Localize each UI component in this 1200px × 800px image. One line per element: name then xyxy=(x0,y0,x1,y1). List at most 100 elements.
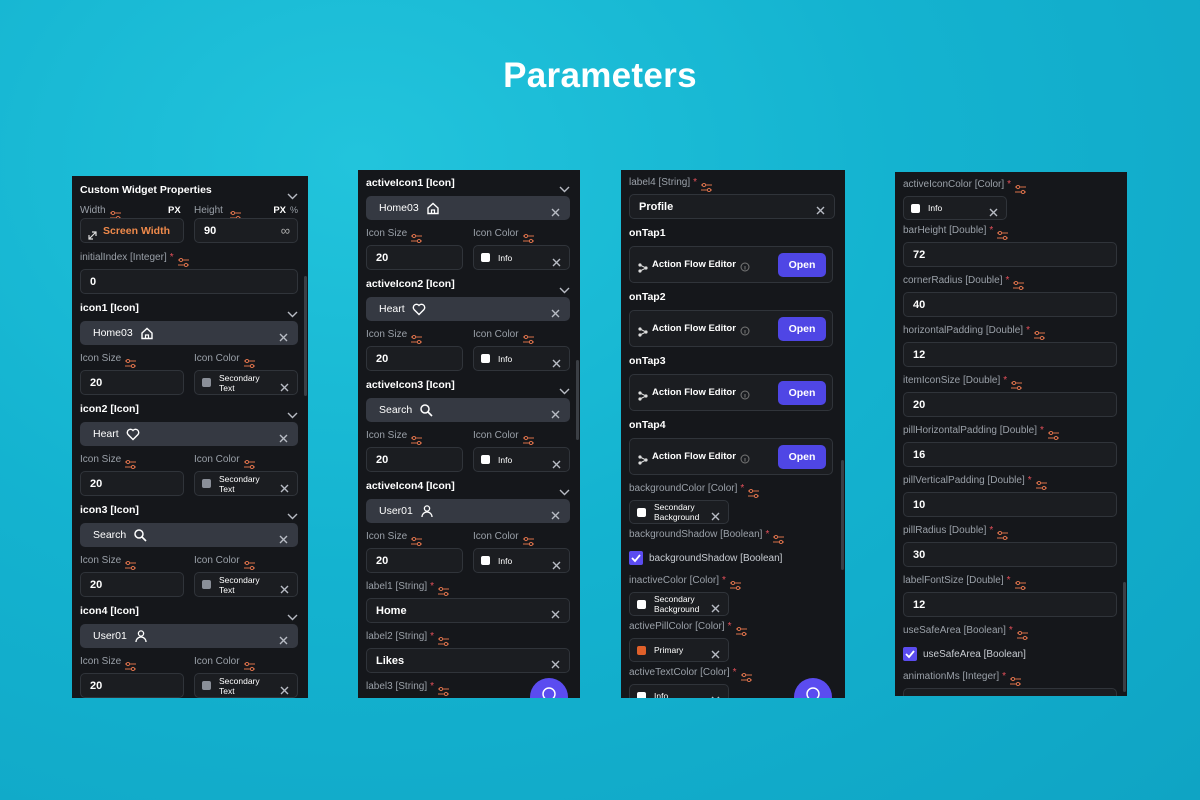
color-chip[interactable]: Info xyxy=(473,346,570,371)
chevron xyxy=(287,305,298,318)
icon-chip[interactable]: User01 xyxy=(366,499,570,523)
chat-button[interactable] xyxy=(530,678,568,698)
clear-icon-glyph xyxy=(711,604,720,613)
open-button[interactable]: Open xyxy=(778,253,826,277)
section-title: Custom Widget Properties xyxy=(80,184,212,196)
width-input[interactable]: Screen Width xyxy=(80,218,184,243)
icon-glyph xyxy=(126,427,140,441)
label-text: horizontalPadding [Double] * xyxy=(903,325,1030,336)
clear-icon-glyph xyxy=(280,383,289,392)
text-input[interactable]: 10 xyxy=(903,492,1117,517)
settings-icon-glyph xyxy=(411,334,422,345)
size-input[interactable]: 20 xyxy=(80,673,184,698)
settings-icon xyxy=(125,355,136,369)
icon-chip[interactable]: Home03 xyxy=(366,196,570,220)
size-input[interactable]: 20 xyxy=(366,548,463,573)
color-chip[interactable]: Info xyxy=(629,684,729,698)
settings-icon-glyph xyxy=(1015,580,1026,591)
text-input[interactable]: Profile xyxy=(629,194,835,219)
field-label: labelFontSize [Double] * xyxy=(903,570,1117,592)
label-pair: Icon Size Icon Color xyxy=(80,651,298,673)
text-input[interactable]: 220 xyxy=(903,688,1117,696)
text-input[interactable]: 16 xyxy=(903,442,1117,467)
size-input[interactable]: 20 xyxy=(80,471,184,496)
text-input[interactable]: 20 xyxy=(903,392,1117,417)
color-chip[interactable]: Info xyxy=(473,245,570,270)
label-name: cornerRadius [Double] xyxy=(903,275,1003,286)
label-text: activeTextColor [Color] * xyxy=(629,667,737,678)
color-chip[interactable]: Secondary Background xyxy=(629,500,729,524)
color-chip[interactable]: Secondary Text xyxy=(194,572,298,597)
size-input[interactable]: 20 xyxy=(366,447,463,472)
color-chip[interactable]: Secondary Text xyxy=(194,673,298,698)
icon-size-label: Icon Size xyxy=(80,555,122,566)
size-input[interactable]: 20 xyxy=(366,245,463,270)
open-button[interactable]: Open xyxy=(778,317,826,341)
color-chip[interactable]: Primary xyxy=(629,638,729,662)
size-input[interactable]: 20 xyxy=(80,370,184,395)
text-input[interactable]: 72 xyxy=(903,242,1117,267)
color-chip[interactable]: Info xyxy=(473,447,570,472)
settings-icon-glyph xyxy=(125,358,136,369)
chat-glyph xyxy=(541,687,557,698)
settings-icon xyxy=(1015,577,1026,591)
settings-icon xyxy=(110,207,121,221)
settings-icon xyxy=(178,254,189,268)
width-unit: PX xyxy=(168,205,181,216)
open-button[interactable]: Open xyxy=(778,381,826,405)
label-text: activeIconColor [Color] * xyxy=(903,179,1011,190)
settings-icon xyxy=(736,623,747,637)
height-input[interactable]: 90 ∞ xyxy=(194,218,298,243)
icon-chip[interactable]: Search xyxy=(366,398,570,422)
checkbox-row[interactable]: useSafeArea [Boolean] xyxy=(903,642,1117,666)
settings-icon-glyph xyxy=(523,334,534,345)
chat-glyph xyxy=(805,687,821,698)
chevron-glyph xyxy=(559,489,570,496)
chevron-glyph xyxy=(287,412,298,419)
color-chip[interactable]: Secondary Text xyxy=(194,471,298,496)
flow-icon-glyph xyxy=(638,263,648,273)
icon-chip[interactable]: Search xyxy=(80,523,298,547)
input-value: 40 xyxy=(913,299,926,311)
open-button[interactable]: Open xyxy=(778,445,826,469)
text-input[interactable]: 0 xyxy=(80,269,298,294)
field-label: animationMs [Integer] * xyxy=(903,666,1117,688)
icon-glyph-glyph xyxy=(412,303,426,316)
color-chip[interactable]: Info xyxy=(473,548,570,573)
settings-icon-glyph xyxy=(1017,630,1028,641)
label-text: pillHorizontalPadding [Double] * xyxy=(903,425,1044,436)
size-input[interactable]: 20 xyxy=(80,572,184,597)
icon-chip[interactable]: Heart xyxy=(366,297,570,321)
checkbox-row[interactable]: backgroundShadow [Boolean] xyxy=(629,546,835,570)
input-value: Likes xyxy=(376,655,405,667)
section-row: activeIcon3 [Icon] xyxy=(358,374,580,398)
color-name: Info xyxy=(928,203,943,213)
info-icon xyxy=(740,323,750,336)
icon-glyph xyxy=(420,504,434,518)
heading: onTap4 xyxy=(629,419,666,431)
settings-icon xyxy=(244,557,255,571)
icon-chip[interactable]: Heart xyxy=(80,422,298,446)
size-input[interactable]: 20 xyxy=(366,346,463,371)
field-label: barHeight [Double] * xyxy=(903,220,1117,242)
icon-size-label: Icon Size xyxy=(366,531,408,542)
color-swatch xyxy=(637,508,646,517)
text-input[interactable]: 30 xyxy=(903,542,1117,567)
section-title: activeIcon3 [Icon] xyxy=(366,379,455,391)
chevron xyxy=(287,608,298,621)
color-chip[interactable]: Secondary Text xyxy=(194,370,298,395)
color-chip[interactable]: Info xyxy=(903,196,1007,220)
icon-chip[interactable]: Home03 xyxy=(80,321,298,345)
text-input[interactable]: 40 xyxy=(903,292,1117,317)
required-mark: * xyxy=(727,621,732,632)
icon-size-label: Icon Size xyxy=(366,329,408,340)
text-input[interactable]: 12 xyxy=(903,592,1117,617)
chat-button[interactable] xyxy=(794,678,832,698)
color-swatch xyxy=(481,455,490,464)
text-input[interactable]: Home xyxy=(366,598,570,623)
icon-chip[interactable]: User01 xyxy=(80,624,298,648)
text-input[interactable]: Likes xyxy=(366,648,570,673)
color-chip[interactable]: Secondary Background xyxy=(629,592,729,616)
settings-icon xyxy=(1034,327,1045,341)
text-input[interactable]: 12 xyxy=(903,342,1117,367)
